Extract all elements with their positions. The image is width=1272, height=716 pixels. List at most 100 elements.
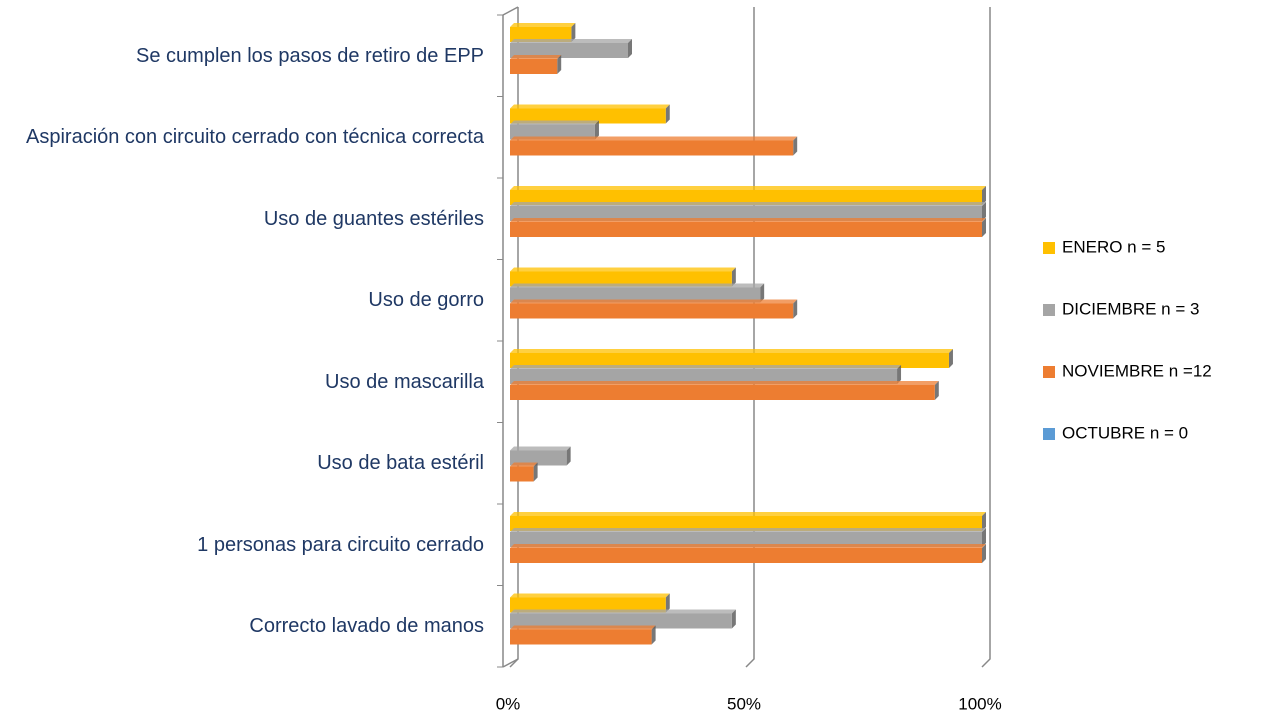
bar	[510, 39, 632, 58]
bar-face	[793, 299, 798, 319]
bar-face	[510, 369, 898, 384]
bar-face	[760, 283, 765, 303]
bar-face	[510, 299, 798, 304]
bar-face	[510, 625, 656, 630]
bar	[510, 609, 736, 629]
bar-face	[510, 381, 939, 385]
bar-face	[510, 548, 982, 563]
bar-face	[510, 385, 935, 400]
bar-face	[510, 287, 761, 303]
bar-face	[510, 206, 982, 221]
legend-swatch	[1043, 428, 1055, 440]
bar-face	[533, 462, 538, 482]
bar-face	[510, 39, 632, 43]
bar-face	[510, 516, 982, 531]
bar	[510, 202, 986, 221]
bar-face	[510, 613, 732, 629]
bar	[510, 267, 736, 287]
x-tick-label: 100%	[958, 694, 1001, 713]
bar-face	[793, 136, 798, 156]
bar-face	[651, 625, 656, 645]
legend-swatch	[1043, 366, 1055, 378]
category-label: Uso de mascarilla	[325, 370, 484, 393]
bar-face	[510, 462, 538, 467]
bar-face	[510, 544, 986, 548]
bar-face	[510, 120, 599, 125]
bar-face	[510, 190, 982, 205]
bar	[510, 186, 986, 205]
bar-face	[897, 365, 902, 384]
bar-face	[510, 186, 986, 190]
grid-line	[981, 7, 991, 668]
bar-face	[510, 222, 982, 237]
bar	[510, 625, 656, 645]
bar	[510, 120, 599, 140]
bar	[510, 349, 953, 368]
bar-face	[510, 55, 562, 59]
bar-face	[982, 512, 986, 531]
bar-face	[510, 597, 666, 613]
bar	[510, 365, 902, 384]
bar-face	[510, 218, 986, 222]
bar-face	[510, 283, 765, 288]
bar-face	[510, 431, 514, 450]
bar-face	[566, 446, 571, 466]
bar-face	[510, 136, 798, 141]
bar	[510, 446, 571, 466]
bar-face	[510, 450, 567, 466]
bar-face	[510, 629, 652, 645]
bar-face	[571, 23, 576, 42]
bar	[510, 381, 939, 400]
bar-face	[628, 39, 632, 58]
category-label: Uso de guantes estériles	[263, 207, 484, 230]
legend-label: DICIEMBRE n = 3	[1062, 299, 1199, 318]
bar-face	[510, 365, 902, 369]
bar-face	[982, 202, 986, 221]
bar-face	[982, 186, 986, 205]
bar-face	[510, 303, 794, 319]
bar-face	[510, 271, 732, 287]
category-label: Aspiración con circuito cerrado con técn…	[26, 126, 484, 149]
grid-line	[745, 7, 755, 668]
legend-swatch	[1043, 242, 1055, 254]
category-label: 1 personas para circuito cerrado	[197, 533, 484, 556]
bar	[510, 55, 562, 74]
bar-face	[510, 140, 794, 156]
bar-face	[510, 23, 576, 27]
bar-face	[665, 104, 670, 124]
bar-face	[510, 267, 736, 272]
bar	[510, 462, 538, 482]
category-label: Se cumplen los pasos de retiro de EPP	[136, 44, 484, 67]
bar-face	[557, 55, 562, 74]
bar	[510, 218, 986, 237]
bar	[510, 544, 986, 563]
bar-face	[510, 532, 982, 547]
x-tick-label: 0%	[496, 694, 521, 713]
category-label: Uso de bata estéril	[317, 452, 484, 475]
legend-swatch	[1043, 304, 1055, 316]
bar-face	[510, 512, 986, 516]
bar	[510, 299, 798, 319]
bar	[510, 23, 576, 42]
bar	[510, 512, 986, 531]
bar-face	[510, 108, 666, 124]
bar-face	[934, 381, 939, 400]
bar-face	[510, 353, 949, 368]
bar-face	[948, 349, 953, 368]
back-wall-edge	[502, 658, 519, 668]
bar	[510, 528, 986, 547]
x-tick-label: 50%	[727, 694, 761, 713]
bar-face	[510, 124, 595, 140]
legend-label: ENERO n = 5	[1062, 237, 1165, 256]
bar-face	[510, 349, 953, 353]
bar-face	[510, 43, 628, 58]
bar-face	[594, 120, 599, 140]
bar-face	[510, 593, 670, 598]
bar	[510, 283, 765, 303]
legend-label: NOVIEMBRE n =12	[1062, 361, 1212, 380]
bar	[510, 593, 670, 613]
bar-face	[510, 104, 670, 109]
category-label: Correcto lavado de manos	[249, 615, 484, 638]
bar-face	[510, 528, 986, 532]
